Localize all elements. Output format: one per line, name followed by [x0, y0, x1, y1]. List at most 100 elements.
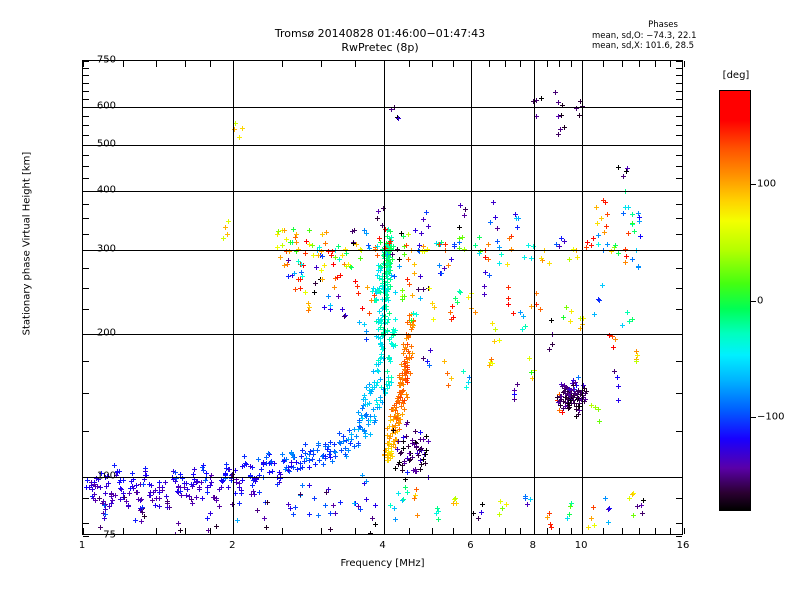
scatter-point	[379, 246, 385, 252]
scatter-point	[493, 215, 499, 221]
scatter-point	[355, 504, 361, 510]
scatter-point	[330, 458, 336, 464]
axis-tick	[452, 528, 454, 534]
scatter-point	[378, 289, 384, 295]
scatter-point	[479, 501, 485, 507]
scatter-point	[240, 477, 246, 483]
axis-tick	[676, 75, 682, 77]
scatter-point	[427, 362, 433, 368]
scatter-point	[156, 485, 162, 491]
scatter-point	[571, 398, 577, 404]
scatter-point	[403, 378, 409, 384]
scatter-point	[384, 249, 390, 255]
scatter-point	[376, 285, 382, 291]
scatter-point	[367, 417, 373, 423]
axis-tick	[676, 178, 682, 180]
scatter-point	[375, 401, 381, 407]
scatter-point	[173, 469, 179, 475]
axis-tick	[83, 75, 89, 77]
axis-tick	[281, 61, 283, 67]
scatter-point	[356, 410, 362, 416]
scatter-point	[234, 476, 240, 482]
scatter-point	[170, 476, 176, 482]
scatter-point	[117, 477, 123, 483]
scatter-point	[256, 472, 262, 478]
scatter-point	[416, 286, 422, 292]
scatter-point	[602, 495, 608, 501]
scatter-point	[622, 260, 628, 266]
scatter-point	[403, 336, 409, 342]
scatter-point	[332, 255, 338, 261]
scatter-point	[557, 407, 563, 413]
scatter-point	[130, 483, 136, 489]
scatter-point	[93, 483, 99, 489]
axis-tick	[83, 61, 89, 62]
scatter-point	[563, 404, 569, 410]
scatter-point	[623, 189, 629, 195]
scatter-point	[343, 251, 349, 257]
scatter-point	[302, 458, 308, 464]
scatter-point	[614, 374, 620, 380]
scatter-point	[458, 289, 464, 295]
scatter-point	[588, 515, 594, 521]
scatter-point	[101, 515, 107, 521]
scatter-point	[285, 257, 291, 263]
scatter-point	[286, 273, 292, 279]
scatter-point	[387, 359, 393, 365]
scatter-point	[595, 406, 601, 412]
scatter-point	[90, 495, 96, 501]
scatter-point	[363, 411, 369, 417]
axis-tick	[559, 528, 561, 534]
scatter-point	[589, 402, 595, 408]
scatter-point	[558, 381, 564, 387]
scatter-point	[508, 246, 514, 252]
scatter-point	[590, 504, 596, 510]
scatter-point	[249, 492, 255, 498]
scatter-point	[386, 241, 392, 247]
scatter-point	[393, 342, 399, 348]
scatter-point	[514, 216, 520, 222]
scatter-point	[556, 131, 562, 137]
scatter-point	[303, 456, 309, 462]
scatter-point	[380, 326, 386, 332]
scatter-point	[323, 230, 329, 236]
scatter-point	[395, 428, 401, 434]
scatter-point	[377, 376, 383, 382]
scatter-point	[307, 451, 313, 457]
scatter-point	[404, 375, 410, 381]
scatter-point	[409, 438, 415, 444]
scatter-point	[255, 456, 261, 462]
scatter-point	[237, 481, 243, 487]
scatter-point	[404, 379, 410, 385]
scatter-point	[333, 275, 339, 281]
scatter-point	[320, 461, 326, 467]
scatter-point	[150, 497, 156, 503]
scatter-point	[112, 492, 118, 498]
scatter-point	[133, 518, 139, 524]
scatter-point	[190, 500, 196, 506]
scatter-point	[601, 197, 607, 203]
scatter-point	[624, 165, 630, 171]
scatter-point	[320, 453, 326, 459]
scatter-point	[362, 227, 368, 233]
scatter-point	[357, 255, 363, 261]
scatter-point	[322, 241, 328, 247]
scatter-point	[439, 271, 445, 277]
scatter-point	[409, 292, 415, 298]
scatter-point	[559, 396, 565, 402]
scatter-point	[336, 243, 342, 249]
scatter-point	[376, 326, 381, 332]
scatter-point	[377, 235, 383, 241]
scatter-point	[567, 387, 573, 393]
scatter-point	[595, 220, 601, 226]
scatter-point	[575, 397, 581, 403]
scatter-point	[549, 317, 555, 323]
scatter-point	[382, 245, 388, 251]
scatter-point	[378, 343, 384, 349]
scatter-point	[421, 355, 427, 361]
scatter-point	[380, 297, 386, 303]
scatter-point	[314, 447, 320, 453]
scatter-point	[391, 343, 397, 349]
scatter-point	[410, 322, 416, 328]
scatter-point	[395, 461, 401, 467]
